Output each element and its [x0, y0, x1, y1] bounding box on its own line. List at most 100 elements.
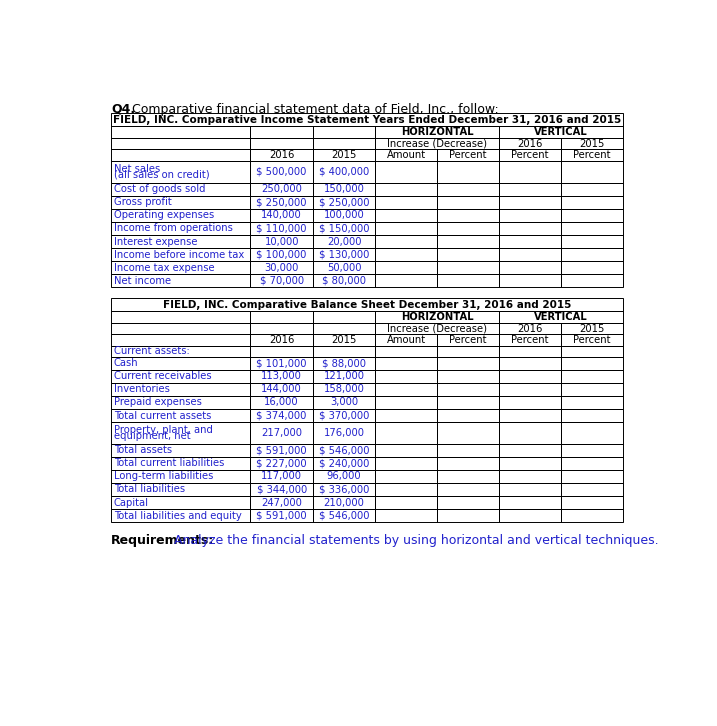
- Bar: [375, 323, 499, 334]
- Bar: [375, 396, 437, 409]
- Bar: [111, 261, 250, 274]
- Bar: [250, 496, 313, 509]
- Text: 2015: 2015: [579, 324, 604, 333]
- Bar: [375, 444, 437, 457]
- Text: 210,000: 210,000: [323, 497, 364, 507]
- Bar: [313, 209, 375, 222]
- Bar: [250, 457, 313, 470]
- Bar: [499, 161, 561, 183]
- Bar: [561, 409, 623, 422]
- Bar: [561, 138, 623, 150]
- Bar: [437, 383, 499, 396]
- Bar: [313, 248, 375, 261]
- Text: 100,000: 100,000: [323, 211, 364, 220]
- Text: 2016: 2016: [269, 150, 295, 160]
- Text: $ 500,000: $ 500,000: [257, 167, 307, 177]
- Bar: [111, 457, 250, 470]
- Text: Cash: Cash: [114, 358, 138, 368]
- Text: 158,000: 158,000: [323, 384, 364, 394]
- Text: FIELD, INC. Comparative Balance Sheet December 31, 2016 and 2015: FIELD, INC. Comparative Balance Sheet De…: [163, 300, 571, 310]
- Text: 2016: 2016: [269, 335, 295, 345]
- Bar: [313, 138, 375, 150]
- Bar: [375, 196, 437, 209]
- Text: equipment, net: equipment, net: [114, 431, 190, 441]
- Bar: [313, 346, 375, 356]
- Bar: [375, 509, 437, 522]
- Text: VERTICAL: VERTICAL: [534, 127, 588, 137]
- Bar: [437, 222, 499, 235]
- Text: Current receivables: Current receivables: [114, 371, 212, 381]
- Text: Percent: Percent: [573, 150, 611, 160]
- Bar: [313, 274, 375, 287]
- Bar: [561, 444, 623, 457]
- Bar: [313, 422, 375, 444]
- Text: $ 591,000: $ 591,000: [257, 510, 307, 521]
- Bar: [499, 396, 561, 409]
- Bar: [561, 323, 623, 334]
- Bar: [437, 150, 499, 161]
- Text: Prepaid expenses: Prepaid expenses: [114, 397, 201, 407]
- Bar: [499, 222, 561, 235]
- Bar: [111, 496, 250, 509]
- Text: Long-term liabilities: Long-term liabilities: [114, 471, 213, 481]
- Bar: [313, 483, 375, 496]
- Bar: [111, 196, 250, 209]
- Bar: [250, 261, 313, 274]
- Bar: [375, 248, 437, 261]
- Text: Total liabilities and equity: Total liabilities and equity: [114, 510, 242, 521]
- Bar: [250, 470, 313, 483]
- Text: Increase (Decrease): Increase (Decrease): [387, 139, 487, 149]
- Bar: [561, 383, 623, 396]
- Text: $ 374,000: $ 374,000: [257, 410, 307, 420]
- Bar: [499, 150, 561, 161]
- Text: 150,000: 150,000: [323, 184, 364, 194]
- Bar: [561, 196, 623, 209]
- Text: Percent: Percent: [511, 335, 549, 345]
- Bar: [375, 126, 499, 138]
- Text: Net sales: Net sales: [114, 164, 160, 174]
- Text: $ 240,000: $ 240,000: [319, 458, 369, 468]
- Text: Cost of goods sold: Cost of goods sold: [114, 184, 205, 194]
- Bar: [437, 396, 499, 409]
- Bar: [313, 496, 375, 509]
- Text: HORIZONTAL: HORIZONTAL: [401, 127, 473, 137]
- Bar: [250, 209, 313, 222]
- Bar: [375, 483, 437, 496]
- Text: VERTICAL: VERTICAL: [534, 312, 588, 322]
- Text: Interest expense: Interest expense: [114, 237, 197, 247]
- Bar: [499, 470, 561, 483]
- Bar: [499, 196, 561, 209]
- Bar: [111, 509, 250, 522]
- Text: 113,000: 113,000: [261, 371, 302, 381]
- Bar: [437, 346, 499, 356]
- Bar: [437, 183, 499, 196]
- Bar: [437, 356, 499, 370]
- Bar: [250, 396, 313, 409]
- Bar: [561, 370, 623, 383]
- Text: 2015: 2015: [331, 335, 357, 345]
- Bar: [499, 422, 561, 444]
- Bar: [250, 150, 313, 161]
- Text: 3,000: 3,000: [330, 397, 358, 407]
- Bar: [561, 209, 623, 222]
- Text: Inventories: Inventories: [114, 384, 169, 394]
- Text: $ 100,000: $ 100,000: [257, 250, 307, 260]
- Text: $ 88,000: $ 88,000: [322, 358, 366, 368]
- Bar: [111, 334, 250, 346]
- Bar: [111, 383, 250, 396]
- Bar: [250, 126, 313, 138]
- Bar: [499, 334, 561, 346]
- Bar: [111, 483, 250, 496]
- Text: 117,000: 117,000: [261, 471, 302, 481]
- Bar: [437, 457, 499, 470]
- Bar: [499, 138, 561, 150]
- Bar: [375, 261, 437, 274]
- Text: $ 80,000: $ 80,000: [322, 276, 366, 286]
- Bar: [437, 483, 499, 496]
- Bar: [313, 222, 375, 235]
- Bar: [250, 323, 313, 334]
- Bar: [111, 409, 250, 422]
- Bar: [313, 196, 375, 209]
- Text: 30,000: 30,000: [265, 263, 299, 273]
- Bar: [111, 209, 250, 222]
